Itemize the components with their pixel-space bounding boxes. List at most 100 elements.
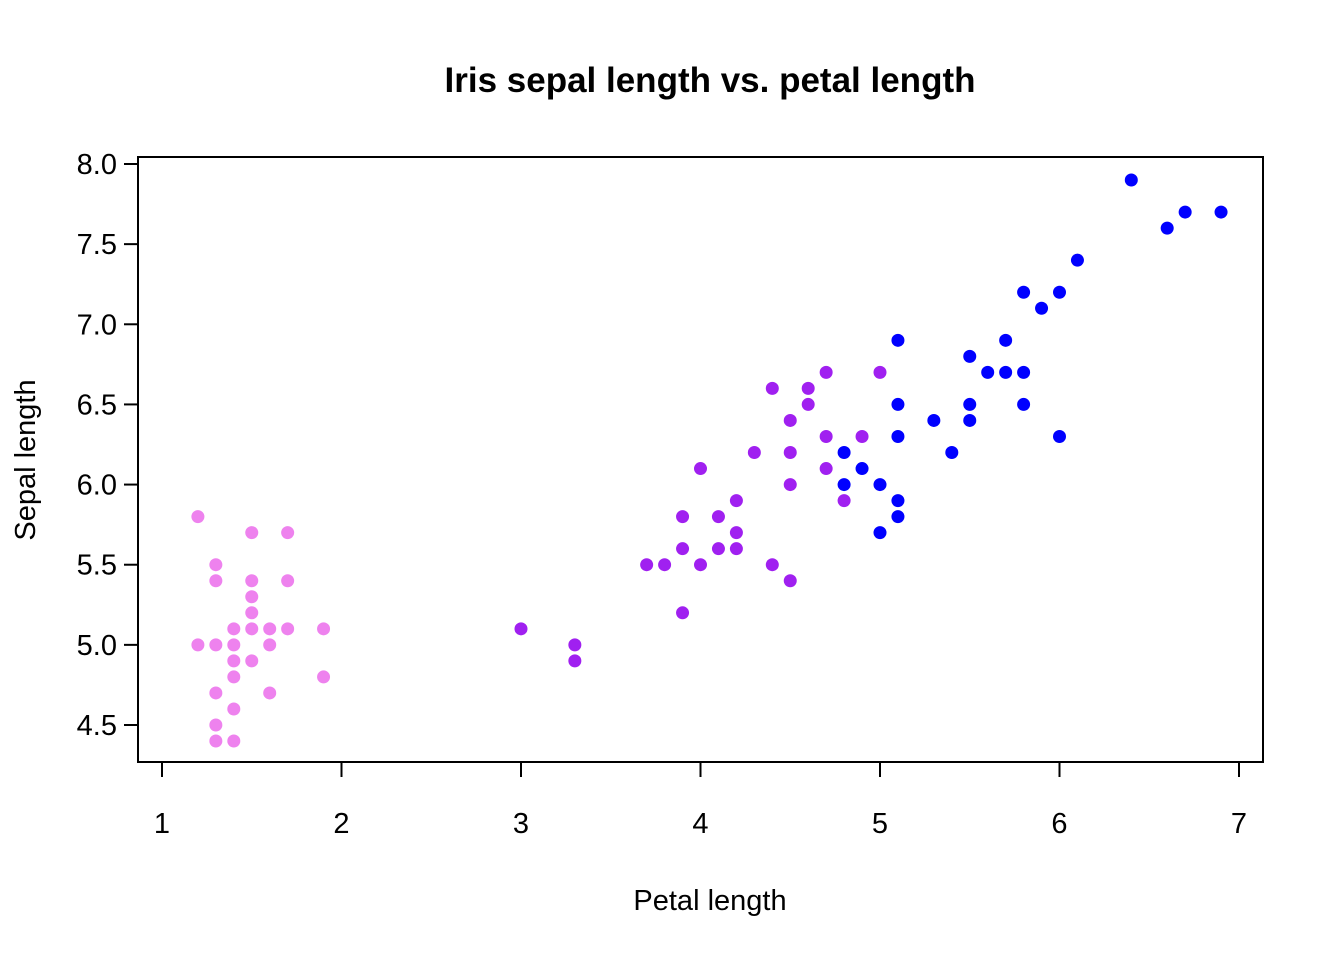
- y-tick-label: 8.0: [77, 149, 117, 181]
- data-point: [263, 638, 277, 652]
- data-point: [1017, 397, 1031, 411]
- data-point: [227, 622, 241, 636]
- x-tick-label: 1: [154, 808, 170, 840]
- data-point: [209, 574, 223, 588]
- data-point: [999, 365, 1013, 379]
- data-point: [837, 494, 851, 508]
- chart-title: Iris sepal length vs. petal length: [445, 61, 976, 100]
- data-point: [837, 478, 851, 492]
- data-point: [1017, 365, 1031, 379]
- data-point: [191, 510, 205, 524]
- data-point: [694, 462, 707, 476]
- data-point: [1214, 205, 1228, 219]
- data-point: [317, 670, 331, 684]
- data-point: [658, 558, 672, 572]
- data-point: [855, 462, 869, 476]
- data-point: [568, 654, 582, 668]
- data-point: [783, 574, 797, 588]
- y-axis-label: Sepal length: [10, 379, 42, 540]
- y-tick-label: 7.5: [77, 229, 117, 261]
- x-tick-label: 2: [333, 808, 349, 840]
- data-point: [873, 526, 887, 540]
- data-point: [945, 446, 959, 460]
- data-point: [801, 397, 815, 411]
- data-point: [1070, 253, 1084, 267]
- data-point: [837, 446, 851, 460]
- data-point: [765, 381, 779, 395]
- data-point: [891, 510, 905, 524]
- x-tick-label: 3: [513, 808, 529, 840]
- data-point: [209, 718, 223, 732]
- data-point: [819, 462, 833, 476]
- data-point: [245, 526, 259, 540]
- data-point: [263, 622, 277, 636]
- data-point: [640, 558, 654, 572]
- data-point: [209, 734, 223, 748]
- data-point: [891, 429, 905, 443]
- data-point: [245, 606, 259, 620]
- data-point: [729, 494, 743, 508]
- x-tick-label: 6: [1051, 808, 1067, 840]
- data-point: [227, 638, 241, 652]
- x-axis-label: Petal length: [633, 885, 786, 917]
- data-point: [783, 478, 797, 492]
- data-points: [191, 173, 1228, 748]
- data-point: [1160, 221, 1174, 235]
- data-point: [891, 397, 905, 411]
- data-point: [1178, 205, 1192, 219]
- y-tick-label: 5.0: [77, 630, 117, 662]
- y-tick-label: 6.5: [77, 389, 117, 421]
- data-point: [963, 349, 977, 363]
- data-point: [227, 734, 241, 748]
- data-point: [676, 542, 690, 556]
- data-point: [694, 558, 707, 572]
- data-point: [963, 397, 977, 411]
- data-point: [245, 590, 259, 604]
- data-point: [891, 494, 905, 508]
- data-point: [317, 622, 331, 636]
- y-tick-label: 6.0: [77, 470, 117, 502]
- data-point: [191, 638, 205, 652]
- data-point: [281, 526, 295, 540]
- plot-area-border: [137, 156, 1264, 763]
- y-axis: 4.5 5.0 5.5 6.0 6.5 7.0 7.5 8.0: [77, 149, 139, 742]
- data-point: [783, 413, 797, 427]
- data-point: [209, 638, 223, 652]
- x-tick-label: 7: [1231, 808, 1247, 840]
- data-point: [227, 702, 241, 716]
- data-point: [819, 365, 833, 379]
- data-point: [281, 574, 295, 588]
- data-point: [729, 542, 743, 556]
- data-point: [927, 413, 941, 427]
- data-point: [1124, 173, 1138, 187]
- data-point: [245, 574, 259, 588]
- data-point: [711, 510, 725, 524]
- data-point: [891, 333, 905, 347]
- data-point: [281, 622, 295, 636]
- data-point: [568, 638, 582, 652]
- data-point: [1053, 429, 1066, 443]
- data-point: [873, 365, 887, 379]
- y-tick-label: 5.5: [77, 550, 117, 582]
- x-tick-label: 4: [692, 808, 708, 840]
- data-point: [873, 478, 887, 492]
- data-point: [1035, 301, 1049, 315]
- data-point: [676, 510, 690, 524]
- data-point: [1017, 285, 1031, 299]
- data-point: [765, 558, 779, 572]
- data-point: [819, 429, 833, 443]
- data-point: [1053, 285, 1066, 299]
- data-point: [711, 542, 725, 556]
- data-point: [783, 446, 797, 460]
- data-point: [747, 446, 761, 460]
- y-tick-label: 7.0: [77, 309, 117, 341]
- data-point: [514, 622, 528, 636]
- data-point: [227, 654, 241, 668]
- data-point: [801, 381, 815, 395]
- data-point: [963, 413, 977, 427]
- data-point: [245, 622, 259, 636]
- data-point: [729, 526, 743, 540]
- data-point: [209, 558, 223, 572]
- data-point: [209, 686, 223, 700]
